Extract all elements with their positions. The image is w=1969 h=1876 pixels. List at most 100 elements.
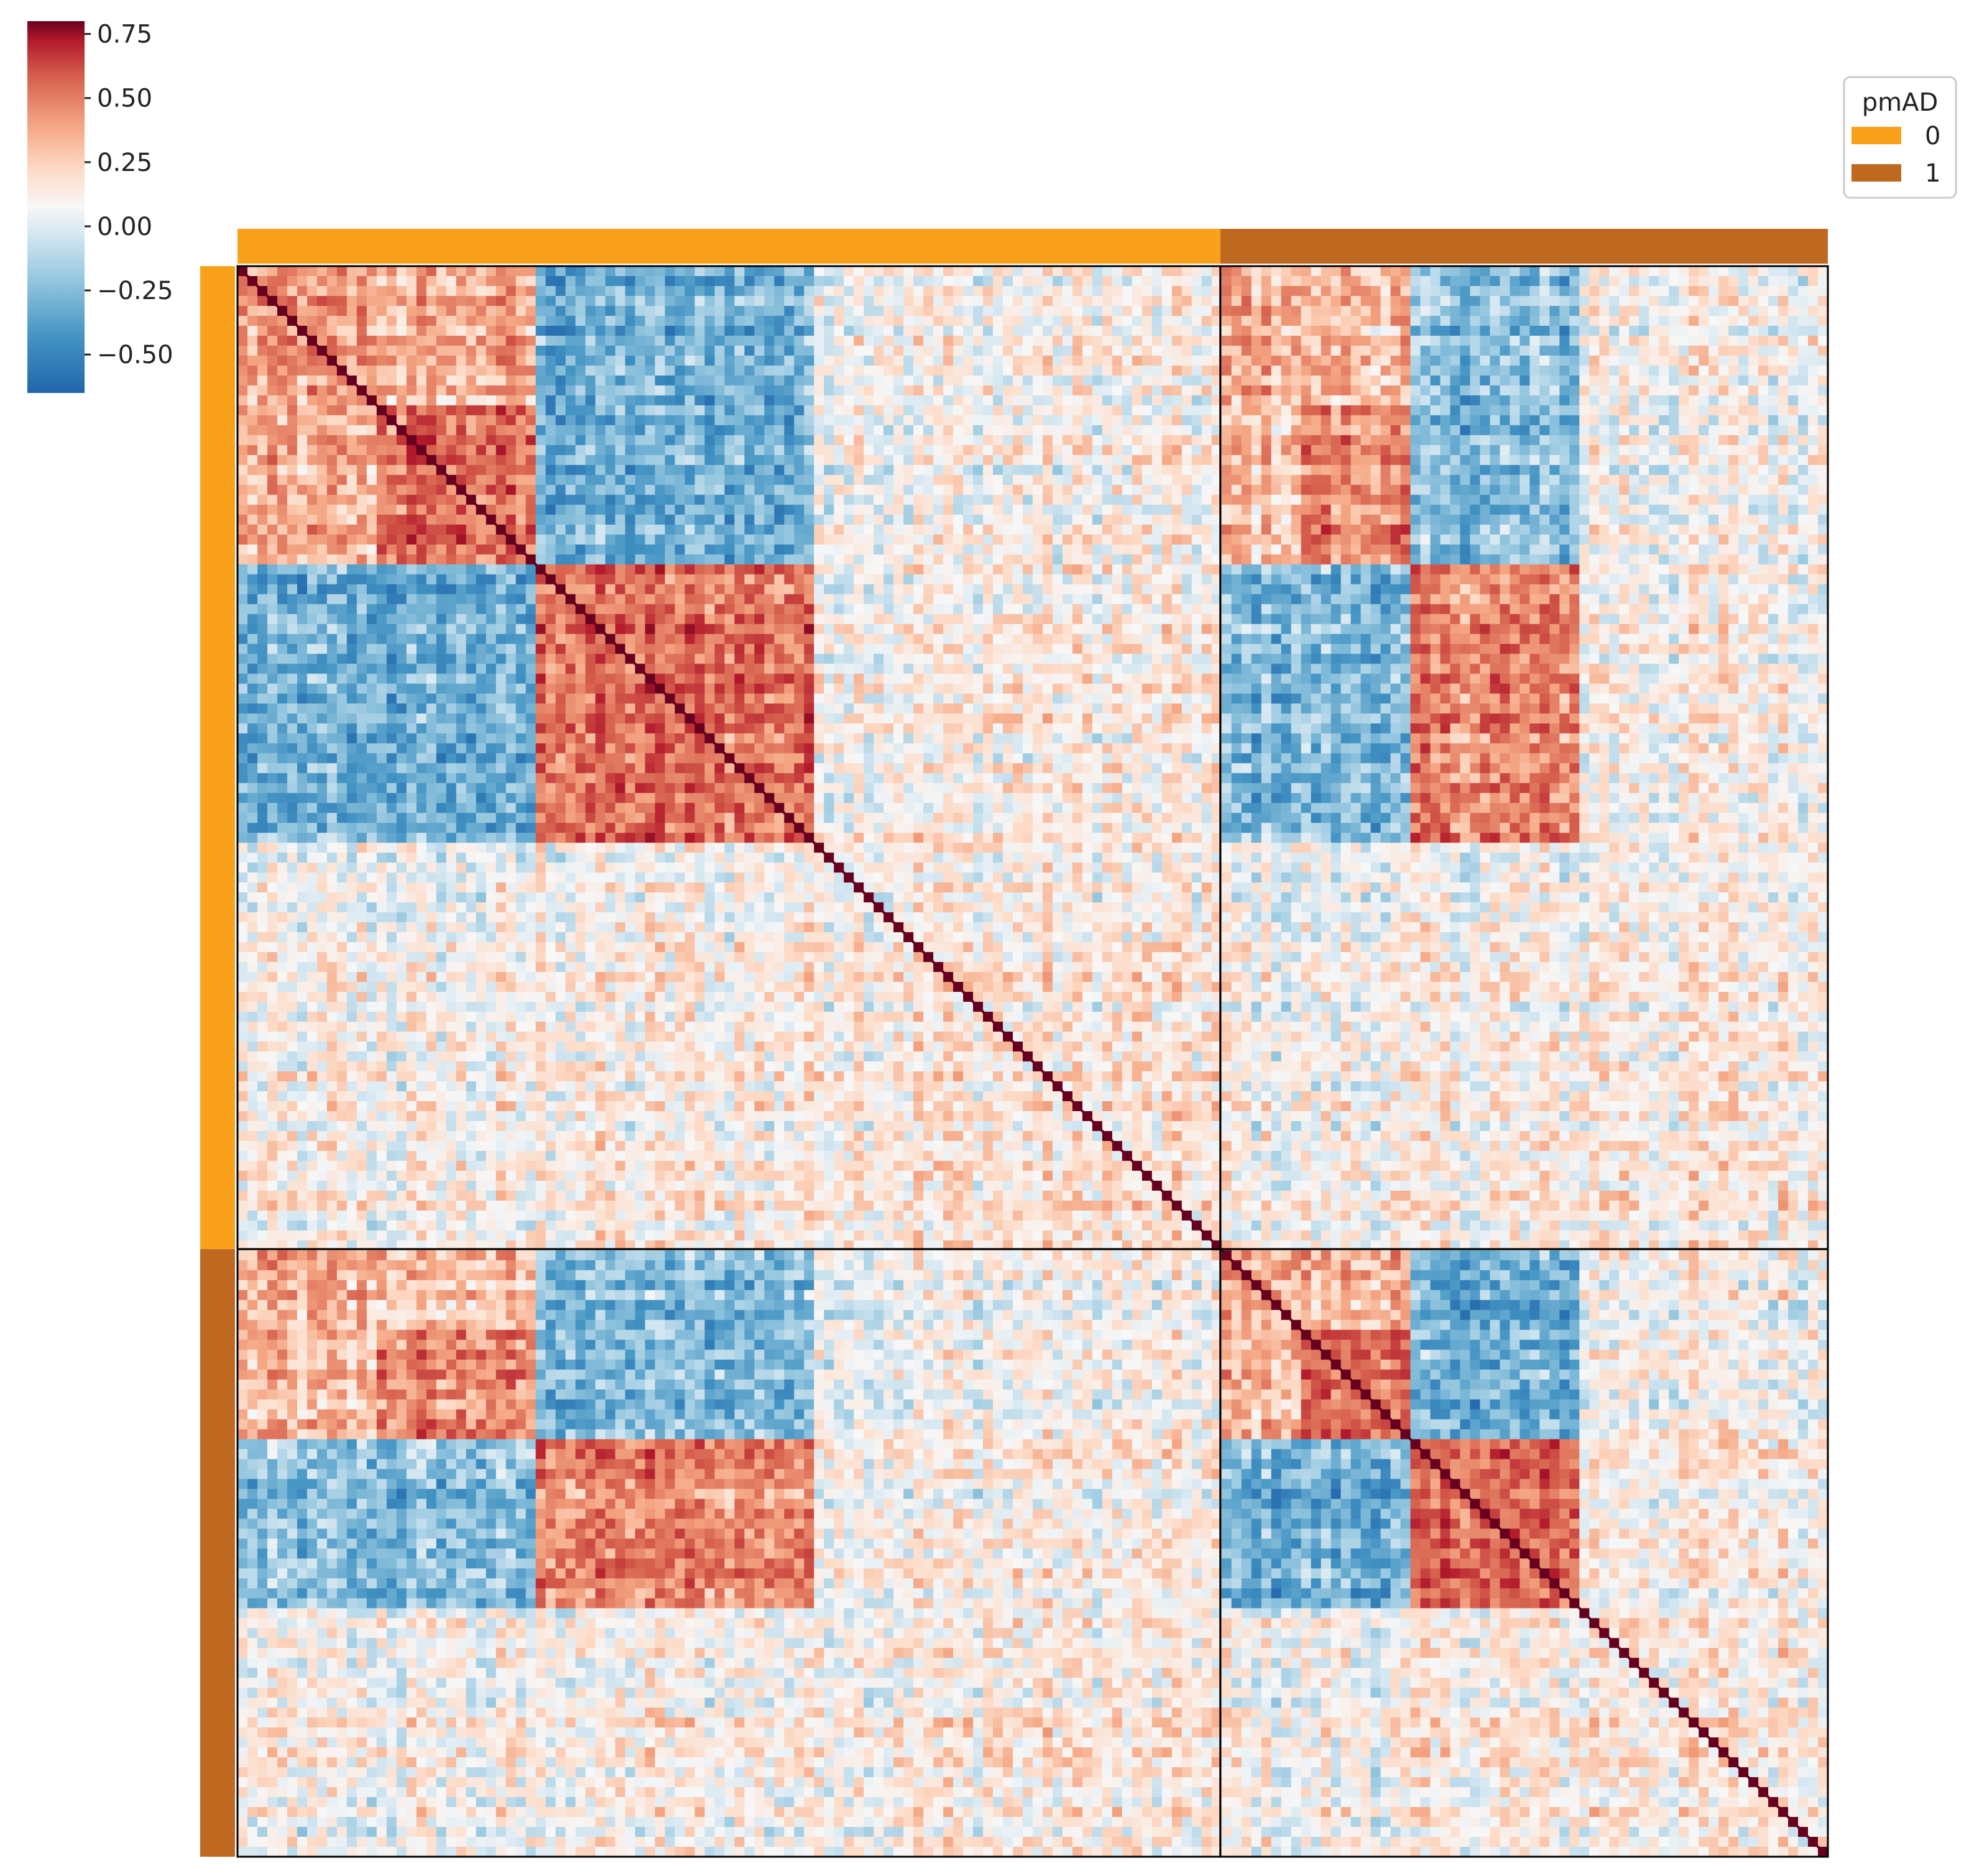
heatmap-cell bbox=[1221, 345, 1232, 356]
heatmap-cell bbox=[545, 375, 556, 386]
heatmap-cell bbox=[346, 494, 357, 506]
heatmap-cell bbox=[1350, 315, 1362, 326]
heatmap-cell bbox=[416, 335, 427, 346]
heatmap-cell bbox=[1330, 315, 1342, 326]
heatmap-cell bbox=[953, 275, 964, 287]
heatmap-cell bbox=[694, 395, 706, 406]
heatmap-cell bbox=[744, 455, 755, 466]
heatmap-cell bbox=[1430, 415, 1441, 426]
heatmap-cell bbox=[1221, 365, 1232, 376]
heatmap-cell bbox=[1699, 335, 1709, 346]
heatmap-cell bbox=[505, 405, 517, 416]
heatmap-cell bbox=[1788, 345, 1799, 356]
heatmap-cell bbox=[525, 395, 537, 406]
heatmap-cell bbox=[1321, 405, 1332, 416]
heatmap-cell bbox=[1370, 385, 1381, 396]
heatmap-cell bbox=[1003, 305, 1013, 317]
heatmap-cell bbox=[1599, 484, 1610, 496]
heatmap-cell bbox=[1778, 445, 1789, 456]
row-annotation-group-1 bbox=[200, 1249, 235, 1857]
heatmap-cell bbox=[1321, 494, 1332, 506]
heatmap-cell bbox=[307, 385, 318, 396]
heatmap-cell bbox=[734, 544, 745, 555]
heatmap-cell bbox=[336, 295, 348, 307]
heatmap-cell bbox=[1480, 335, 1491, 346]
heatmap-cell bbox=[1599, 335, 1610, 346]
heatmap-cell bbox=[1141, 266, 1153, 277]
heatmap-cell bbox=[1420, 524, 1431, 535]
heatmap-cell bbox=[1251, 494, 1262, 506]
heatmap-cell bbox=[326, 395, 338, 406]
heatmap-cell bbox=[466, 425, 477, 436]
heatmap-cell bbox=[883, 325, 894, 336]
heatmap-cell bbox=[814, 474, 824, 486]
heatmap-cell bbox=[356, 315, 367, 326]
heatmap-cell bbox=[1301, 425, 1312, 436]
heatmap-cell bbox=[1410, 544, 1421, 555]
heatmap-cell bbox=[893, 405, 904, 416]
heatmap-cell bbox=[774, 266, 785, 277]
heatmap-cell bbox=[774, 345, 785, 356]
heatmap-cell bbox=[1758, 544, 1769, 555]
heatmap-cell bbox=[1400, 544, 1411, 555]
heatmap-cell bbox=[615, 504, 626, 515]
heatmap-cell bbox=[1619, 464, 1630, 476]
heatmap-cell bbox=[1768, 534, 1779, 545]
heatmap-cell bbox=[1529, 524, 1540, 535]
heatmap-cell bbox=[1181, 305, 1192, 317]
heatmap-cell bbox=[675, 554, 686, 565]
heatmap-cell bbox=[854, 355, 864, 366]
heatmap-cell bbox=[416, 474, 427, 486]
heatmap-cell bbox=[923, 365, 934, 376]
heatmap-cell bbox=[1003, 285, 1013, 297]
heatmap-cell bbox=[1211, 534, 1222, 545]
heatmap-cell bbox=[1490, 415, 1501, 426]
heatmap-cell bbox=[754, 494, 765, 506]
heatmap-cell bbox=[724, 375, 735, 386]
heatmap-cell bbox=[1460, 534, 1471, 545]
heatmap-cell bbox=[605, 315, 616, 326]
heatmap-cell bbox=[247, 574, 258, 585]
heatmap-cell bbox=[1699, 435, 1709, 446]
heatmap-cell bbox=[923, 524, 934, 535]
heatmap-cell bbox=[1161, 554, 1173, 565]
heatmap-cell bbox=[1161, 375, 1173, 386]
heatmap-cell bbox=[257, 435, 268, 446]
heatmap-cell bbox=[336, 464, 348, 476]
heatmap-cell bbox=[814, 504, 824, 515]
colorbar-tick-label: 0.50 bbox=[97, 85, 152, 113]
heatmap-cell bbox=[874, 365, 884, 376]
heatmap-cell bbox=[1669, 494, 1679, 506]
heatmap-cell bbox=[1699, 564, 1709, 575]
heatmap-cell bbox=[1490, 365, 1501, 376]
heatmap-cell bbox=[1420, 285, 1431, 297]
heatmap-cell bbox=[565, 285, 576, 297]
heatmap-cell bbox=[983, 544, 994, 555]
heatmap-cell bbox=[1470, 405, 1481, 416]
heatmap-cell bbox=[277, 435, 288, 446]
heatmap-cell bbox=[496, 295, 507, 307]
heatmap-cell bbox=[396, 375, 407, 386]
heatmap-cell bbox=[1370, 524, 1381, 535]
heatmap-cell bbox=[1132, 325, 1143, 336]
heatmap-cell bbox=[605, 295, 616, 307]
heatmap-cell bbox=[1072, 365, 1083, 376]
heatmap-cell bbox=[287, 464, 298, 476]
heatmap-cell bbox=[1480, 405, 1491, 416]
heatmap-cell bbox=[704, 435, 715, 446]
heatmap-cell bbox=[923, 494, 934, 506]
heatmap-cell bbox=[883, 385, 894, 396]
heatmap-cell bbox=[386, 455, 397, 466]
heatmap-cell bbox=[1579, 524, 1590, 535]
heatmap-cell bbox=[287, 325, 298, 336]
heatmap-cell bbox=[1818, 355, 1828, 366]
heatmap-cell bbox=[913, 335, 924, 346]
heatmap-cell bbox=[1808, 375, 1819, 386]
heatmap-cell bbox=[933, 425, 944, 436]
heatmap-cell bbox=[1529, 335, 1540, 346]
heatmap-cell bbox=[734, 504, 745, 515]
heatmap-cell bbox=[585, 345, 596, 356]
heatmap-cell bbox=[1788, 464, 1799, 476]
heatmap-cell bbox=[804, 266, 814, 277]
heatmap-cell bbox=[764, 445, 775, 456]
